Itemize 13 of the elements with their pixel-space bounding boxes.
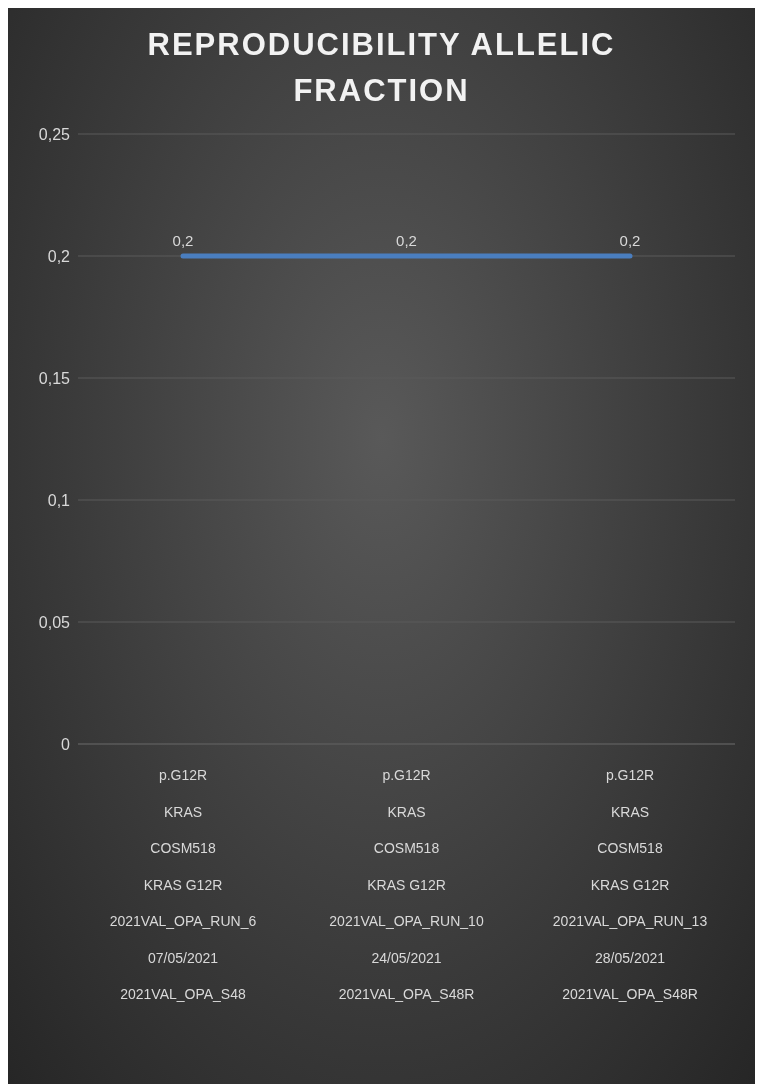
category-label: p.G12R KRAS COSM518 KRAS G12R 2021VAL_OPA_RUN_13 28/05/2021 2021VAL_OPA_S48R bbox=[552, 767, 708, 1002]
data-label: 0,2 bbox=[172, 232, 194, 249]
data-label: 0,2 bbox=[619, 232, 641, 249]
y-tick-label: 0,2 bbox=[47, 247, 71, 265]
y-tick-label: 0,25 bbox=[38, 125, 71, 143]
data-label: 0,2 bbox=[396, 232, 417, 249]
y-tick-label: 0,15 bbox=[38, 369, 71, 387]
y-tick-label: 0 bbox=[61, 735, 71, 753]
category-label: p.G12R KRAS COSM518 KRAS G12R 2021VAL_OPA_RUN_10 24/05/2021 2021VAL_OPA_S48R bbox=[329, 767, 484, 1002]
chart-title: REPRODUCIBILITY ALLELIC FRACTION bbox=[146, 26, 617, 110]
category-label: p.G12R KRAS COSM518 KRAS G12R 2021VAL_OPA_RUN_6 07/05/2021 2021VAL_OPA_S48 bbox=[109, 767, 257, 1002]
y-tick-label: 0,1 bbox=[47, 491, 71, 509]
y-tick-label: 0,05 bbox=[38, 613, 71, 631]
